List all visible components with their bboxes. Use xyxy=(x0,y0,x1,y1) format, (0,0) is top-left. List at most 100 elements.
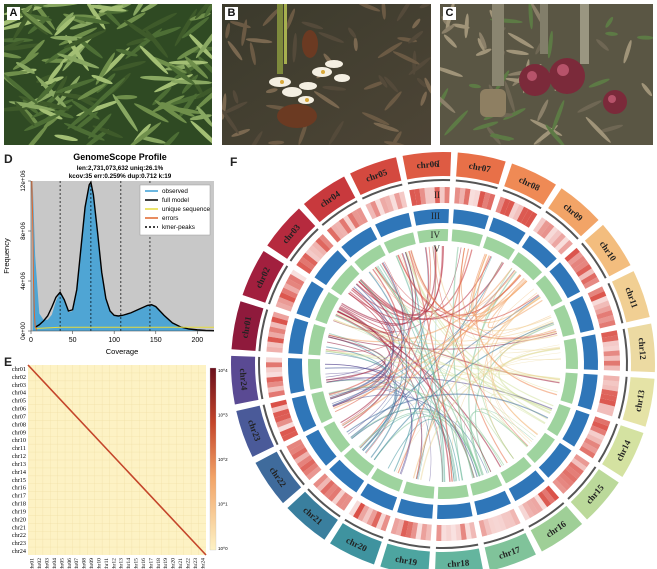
gene-density-bin xyxy=(311,241,327,256)
debris-shape xyxy=(328,120,344,145)
synteny-link xyxy=(469,410,528,476)
synteny-link xyxy=(335,315,552,411)
gene-density-bin xyxy=(400,520,409,537)
leaf-shape xyxy=(4,71,28,78)
gene-density-bin xyxy=(315,237,331,253)
synteny-link xyxy=(339,306,393,424)
scale-ring xyxy=(502,189,542,210)
heatmap-colorbar: 10^4 10^3 10^2 10^1 10^0 xyxy=(209,367,228,551)
heatmap-row-label: chr03 xyxy=(12,382,26,389)
synteny-link xyxy=(326,293,392,383)
colorbar-tick-label: 10^1 xyxy=(218,502,228,507)
gene-density-bin xyxy=(504,200,515,217)
gene-density-bin xyxy=(384,195,394,213)
leaf-shape xyxy=(36,81,57,102)
leaf-shape xyxy=(40,76,64,86)
leaf-shape xyxy=(4,38,34,43)
panel-label-f: F xyxy=(230,155,238,169)
chromosome-ideogram-chr11 xyxy=(611,271,650,323)
synteny-link xyxy=(339,289,396,333)
gene-density-bin xyxy=(283,282,300,295)
heatmap-col-label: chr02 xyxy=(37,558,43,569)
gene-density-bin xyxy=(271,316,288,326)
heatmap-row-label: chr19 xyxy=(12,508,26,515)
gene-density-bin xyxy=(389,193,399,211)
scale-ring xyxy=(545,210,579,240)
debris-shape xyxy=(245,38,273,44)
debris-shape xyxy=(503,108,526,120)
gene-density-bin xyxy=(274,413,292,423)
scale-ring xyxy=(279,449,305,486)
track-label: III xyxy=(431,211,440,221)
gene-density-bin xyxy=(573,259,590,274)
gene-density-bin xyxy=(302,252,318,267)
gene-density-bin xyxy=(390,517,400,535)
gc-content-track xyxy=(483,236,515,260)
gene-density-bin xyxy=(524,211,538,228)
chromosome-label: chr13 xyxy=(633,389,647,413)
gene-density-bin xyxy=(500,512,512,530)
scale-ring xyxy=(528,502,565,528)
debris-shape xyxy=(301,21,324,30)
leaf-shape xyxy=(187,32,212,61)
leaf-shape xyxy=(54,16,76,36)
gene-density-bin xyxy=(398,191,408,209)
synteny-link xyxy=(458,247,508,464)
leaf-shape xyxy=(184,56,209,79)
chromosome-label: chr24 xyxy=(238,368,250,391)
gene-density-bin xyxy=(405,521,414,538)
gene-density-bin xyxy=(410,522,418,539)
gene-density-bin xyxy=(305,248,321,263)
debris-shape xyxy=(599,124,623,133)
x-tick-label: 50 xyxy=(69,337,77,344)
synteny-link xyxy=(365,261,410,454)
gene-density-bin xyxy=(266,380,284,388)
gene-density-bin xyxy=(602,379,620,387)
gene-density-bin xyxy=(272,408,290,418)
debris-shape xyxy=(353,37,358,52)
leaf-shape xyxy=(177,45,201,60)
gene-density-bin xyxy=(540,223,555,239)
gene-density-bin xyxy=(270,399,288,409)
leaf-shape xyxy=(48,62,64,82)
gene-density-bin xyxy=(271,404,289,414)
debris-shape xyxy=(443,34,457,48)
gene-density-bin xyxy=(596,310,614,320)
chromosome-label: chr19 xyxy=(394,554,418,568)
debris-shape xyxy=(265,88,278,94)
debris-shape xyxy=(547,30,553,59)
synteny-link xyxy=(410,250,552,332)
heatmap-row-label: chr06 xyxy=(12,406,26,413)
leaf-shape xyxy=(196,106,212,128)
chromosome-ideogram-chr06 xyxy=(402,152,452,180)
synteny-link xyxy=(335,315,458,482)
gene-density-bin xyxy=(590,425,607,436)
chromosome-ideogram-chr18 xyxy=(435,548,483,569)
leaf-shape xyxy=(67,101,101,130)
chromosome-ideogram-chr09 xyxy=(548,188,599,237)
gene-density-bin xyxy=(564,247,580,262)
heatmap-row-label: chr12 xyxy=(12,453,26,460)
gene-density-bin xyxy=(565,465,581,480)
legend-entry: full model xyxy=(162,197,189,204)
gene-density-bin xyxy=(319,234,334,250)
heatmap-row-label: chr15 xyxy=(12,477,26,484)
gene-density-bin xyxy=(288,274,305,287)
gene-density-bin xyxy=(330,223,345,240)
gene-density-bin xyxy=(559,472,575,487)
gene-density-bin xyxy=(366,509,378,526)
synteny-link xyxy=(359,246,437,449)
gc-content-track xyxy=(560,372,578,404)
gene-density-bin xyxy=(603,365,620,371)
chromosome-label: chr01 xyxy=(239,315,253,339)
gene-density-bin xyxy=(603,345,620,352)
gene-density-bin xyxy=(600,393,617,402)
synteny-link xyxy=(432,246,529,447)
gene-density-bin xyxy=(419,187,427,205)
leaf-shape xyxy=(140,75,178,81)
gene-density-bin xyxy=(601,335,619,343)
heatmap-col-label: chr07 xyxy=(74,558,80,569)
gene-density-bin xyxy=(599,398,616,407)
gene-density-bin xyxy=(512,204,525,221)
